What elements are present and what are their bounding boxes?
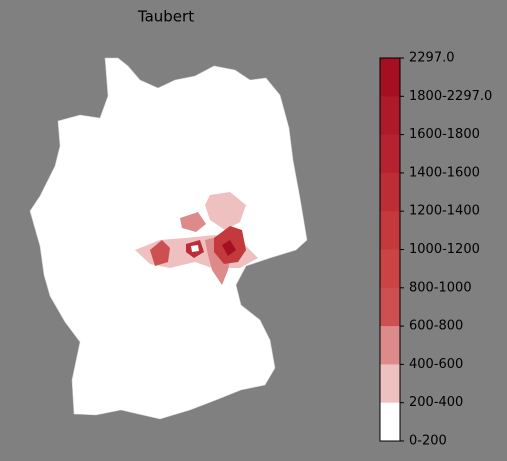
colorbar-segment [380,326,400,365]
colorbar-frame [379,57,401,442]
colorbar-label: 800-1000 [409,280,472,295]
colorbar-segment [380,287,400,327]
colorbar-segment [380,172,400,212]
region [222,240,236,256]
colorbar-label: 0-200 [409,434,447,449]
colorbar-segment [380,211,400,250]
germany-map [29,57,308,420]
country-outline [29,57,308,420]
colorbar-label: 1000-1200 [409,242,480,257]
region [191,245,199,252]
colorbar-label: 600-800 [409,319,463,334]
colorbar-label: 1800-2297.0 [409,89,492,104]
colorbar-label: 1400-1600 [409,165,480,180]
region [205,192,246,230]
region [150,240,170,266]
colorbar-segment [380,58,400,97]
colorbar-label: 400-600 [409,357,463,372]
region [180,212,206,232]
colorbar: 2297.0 1800-2297.0 1600-1800 1400-1600 1200-… [380,51,492,449]
colorbar-segment [380,96,400,136]
colorbar-segment [380,249,400,289]
colorbar-label: 1200-1400 [409,204,480,219]
colorbar-label: 200-400 [409,395,463,410]
colorbar-segment [380,134,400,174]
colorbar-segment [380,402,400,442]
colorbar-segment [380,364,400,404]
colorbar-label: 2297.0 [409,51,455,66]
map-title: Taubert [137,8,194,26]
colorbar-label: 1600-1800 [409,127,480,142]
